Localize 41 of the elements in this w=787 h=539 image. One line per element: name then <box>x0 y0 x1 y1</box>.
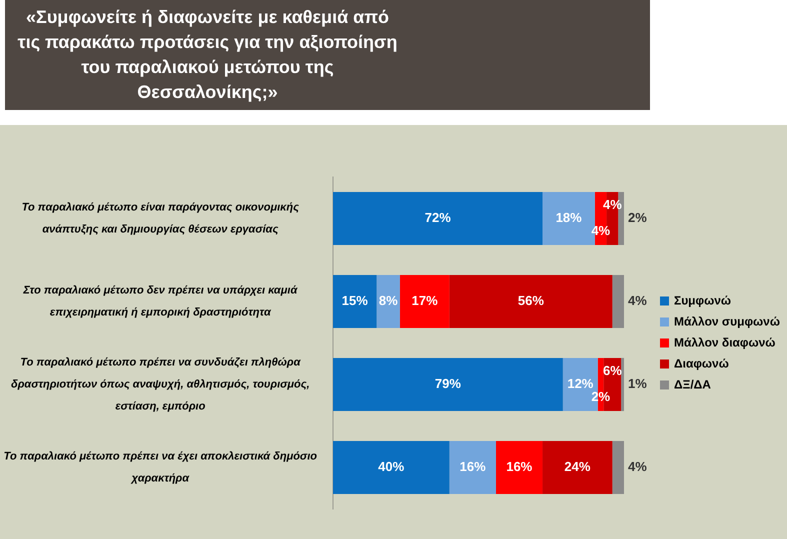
data-label: 56% <box>518 293 544 308</box>
y-tick-label: Το παραλιακό μέτωπο πρέπει να συνδυάζει πληθώρα δραστηριοτήτων όπως αναψυχή, αθλητισμός, τουρισμός, εστίαση, εμπόριο <box>10 356 310 413</box>
legend-label: Μάλλον συμφωνώ <box>674 314 780 328</box>
bar <box>496 440 543 494</box>
bar <box>542 440 612 494</box>
legend-label: ΔΞ/ΔΑ <box>674 377 712 392</box>
data-label: 24% <box>564 459 591 474</box>
y-tick-label: Το παραλιακό μέτωπο πρέπει να έχει αποκλειστικά δημόσιο χαρακτήρα <box>4 450 318 485</box>
data-label: 72% <box>424 210 452 226</box>
legend-label: Διαφωνώ <box>674 356 729 370</box>
data-label: 4% <box>628 293 648 308</box>
y-tick-label: Στο παραλιακό μέτωπο δεν πρέπει να υπάρχει καμιά επιχειρηματική ή εμπορική δραστηριότητα <box>22 284 298 319</box>
bar <box>621 358 624 412</box>
bar <box>333 358 563 412</box>
data-label: 8% <box>378 293 398 308</box>
bar <box>400 274 450 328</box>
data-label: 12% <box>567 376 594 392</box>
data-label: 2% <box>628 210 648 226</box>
data-label: 40% <box>378 459 405 474</box>
bar <box>449 440 496 494</box>
data-label: 4% <box>602 197 622 212</box>
data-label: 18% <box>556 210 582 226</box>
data-label: 15% <box>342 293 368 308</box>
bar <box>333 274 377 328</box>
bar <box>333 192 543 246</box>
data-label: 6% <box>602 363 622 378</box>
bar <box>612 440 624 494</box>
bar <box>449 274 612 328</box>
data-label: 4% <box>628 459 648 474</box>
y-tick-label: Το παραλιακό μέτωπο είναι παράγοντας οικονομικής ανάπτυξης και δημιουργίας θέσεων εργασίας <box>22 202 300 236</box>
data-label: 17% <box>412 293 438 308</box>
legend-label: Συμφωνώ <box>674 293 732 308</box>
data-label: 79% <box>434 376 462 392</box>
legend-label: Μάλλον διαφωνώ <box>674 335 776 350</box>
bar <box>333 440 450 494</box>
data-label: 1% <box>628 376 648 392</box>
bar <box>376 274 400 328</box>
chart-title: «Συμφωνείτε ή διαφωνείτε με καθεμιά από τις παρακάτω προτάσεις για την αξιοποίηση του παραλιακού μετώπου της Θεσσαλονίκης;» <box>16 6 398 104</box>
data-label: 16% <box>460 459 486 474</box>
bar <box>612 274 624 328</box>
data-label: 16% <box>506 459 533 474</box>
